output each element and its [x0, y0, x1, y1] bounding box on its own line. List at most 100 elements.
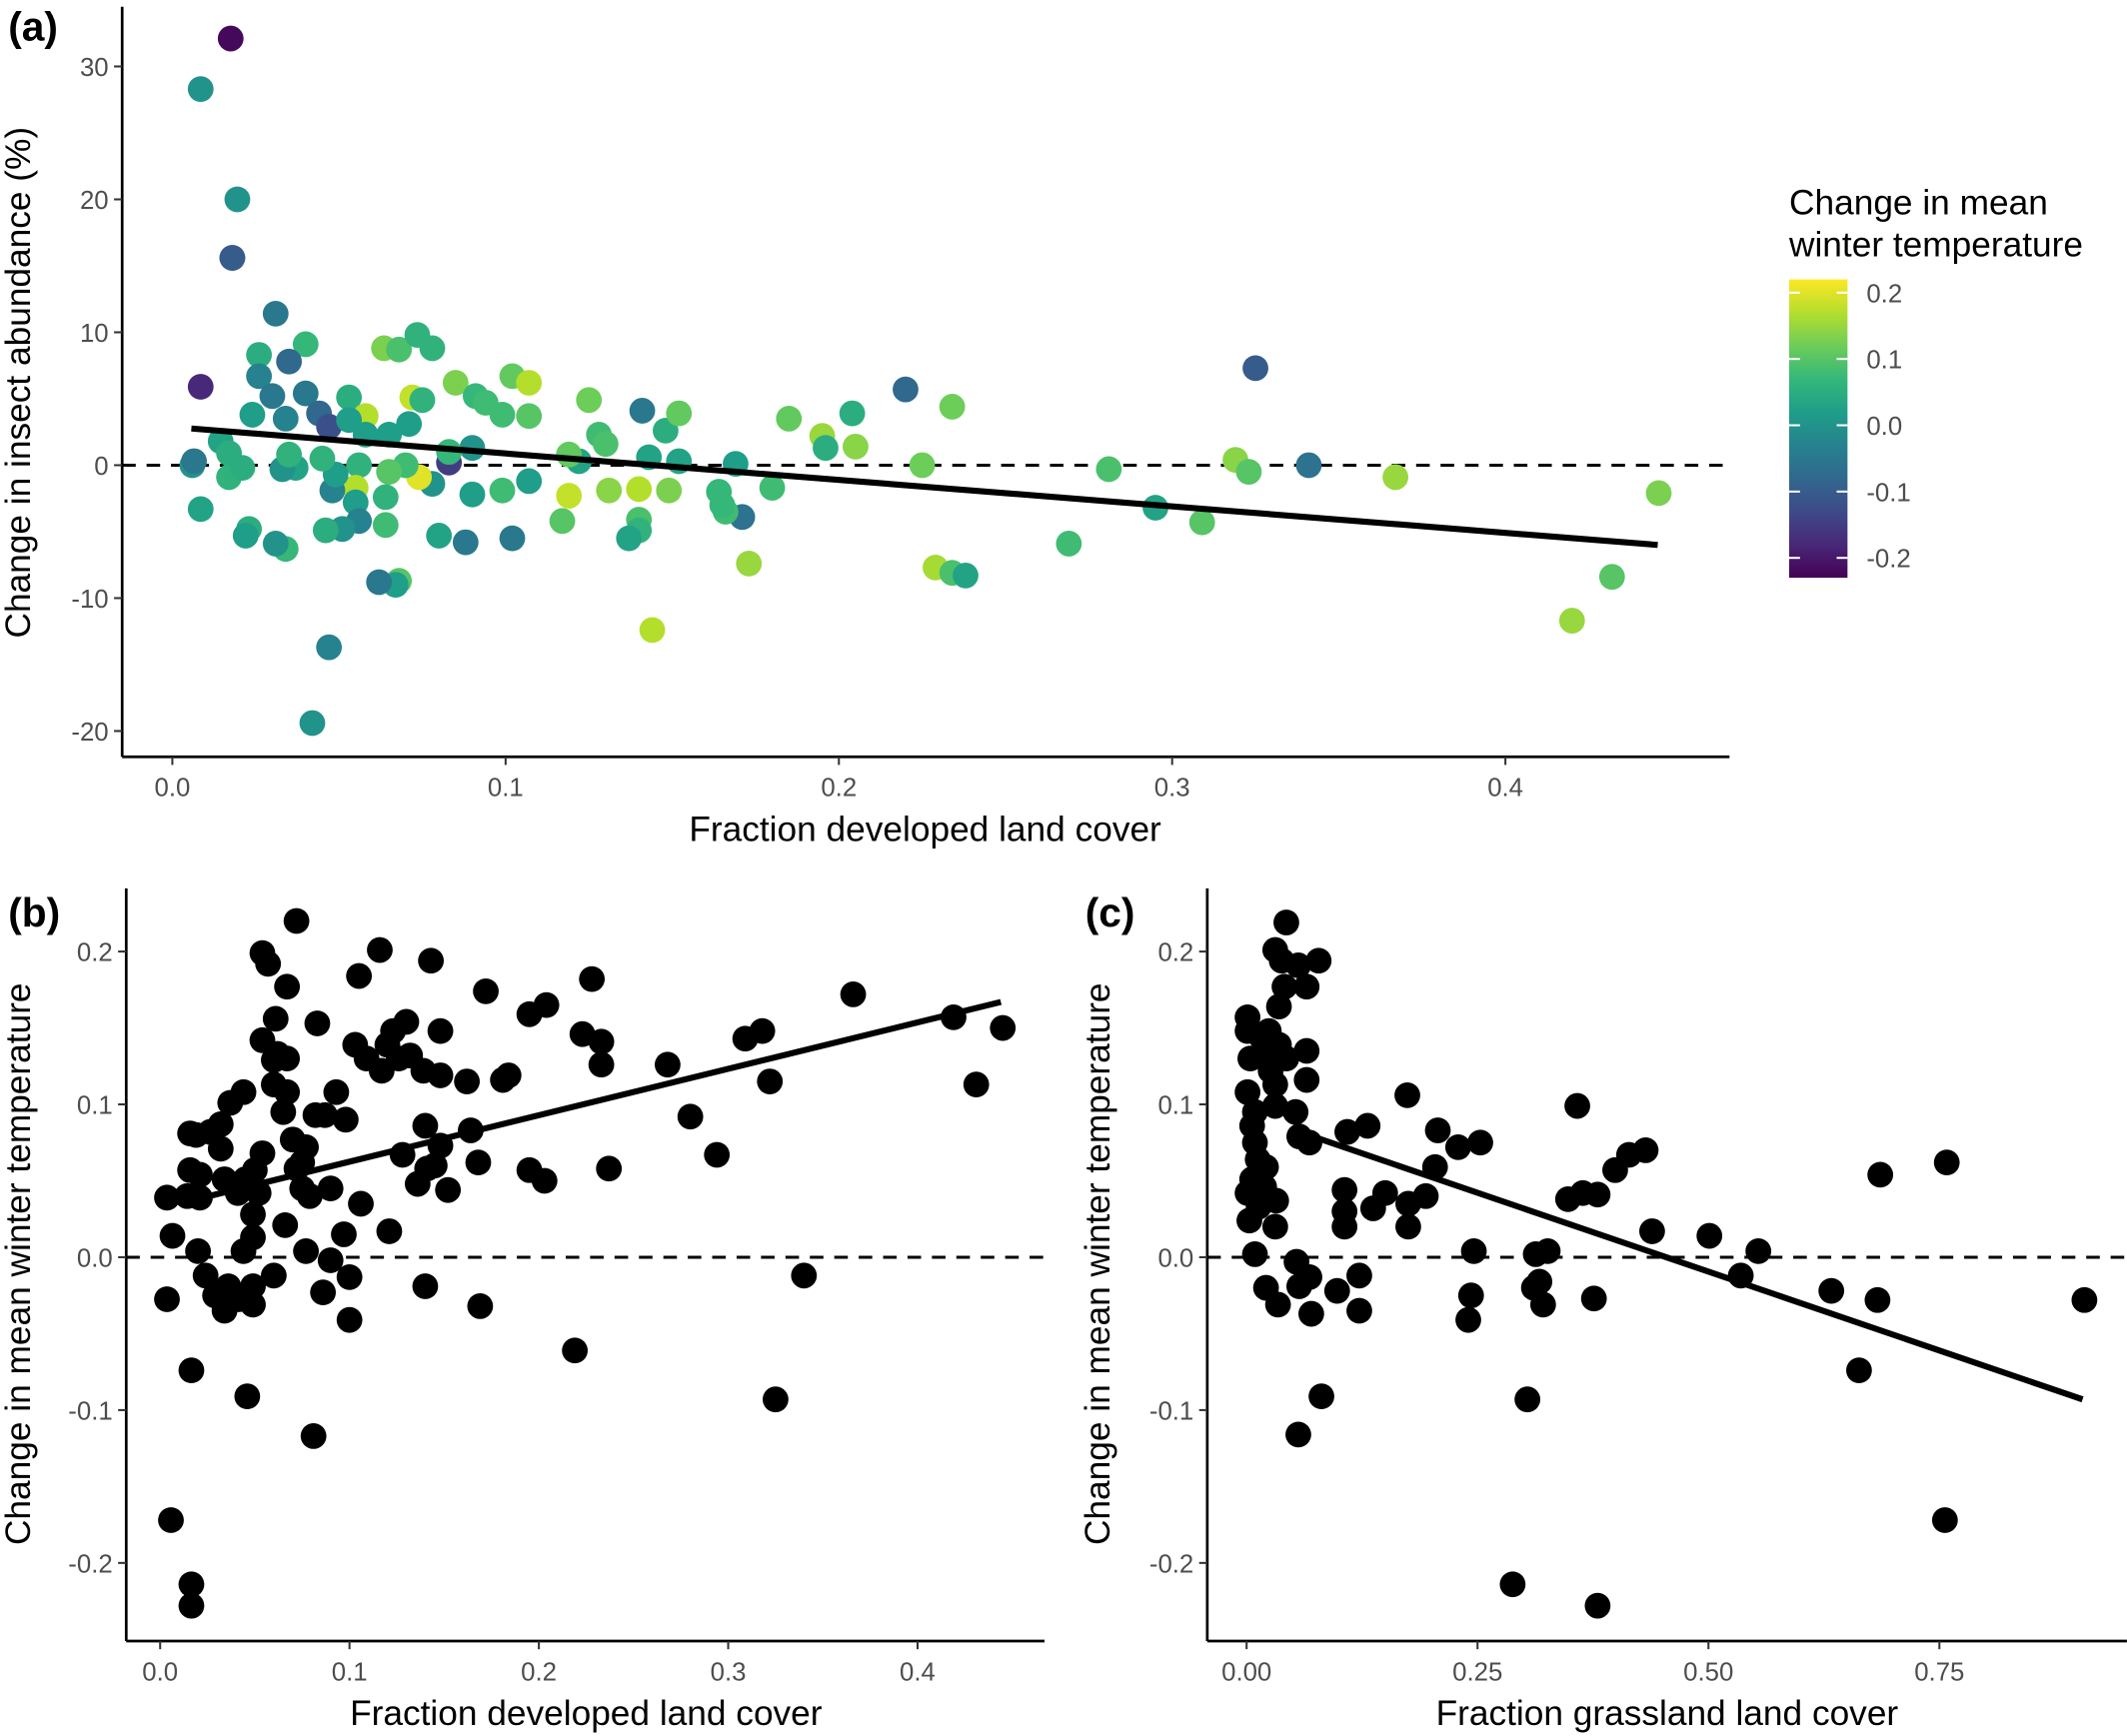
colorbar — [1789, 279, 1848, 579]
data-point — [310, 1279, 337, 1306]
panel-b-temperature-vs-developed: 0.0 0.1 0.2 0.3 0.4 0.2 0.1 0.0 -0.1 -0.2 Fraction… — [0, 887, 1046, 1733]
data-point — [1308, 1383, 1334, 1410]
data-point — [386, 336, 413, 363]
data-point — [757, 1068, 784, 1094]
data-point — [1514, 1386, 1541, 1413]
data-point — [1395, 1190, 1421, 1217]
data-point — [1293, 973, 1320, 1000]
data-point — [211, 1166, 238, 1192]
data-point — [1273, 909, 1299, 935]
data-point — [187, 76, 214, 102]
data-point — [1056, 531, 1082, 557]
y-tick-label: 0.0 — [77, 1244, 113, 1272]
data-point — [292, 380, 319, 407]
data-point — [1271, 973, 1297, 1000]
data-point — [187, 374, 214, 400]
data-point — [1234, 1003, 1261, 1030]
data-point — [1818, 1277, 1845, 1304]
colorbar-tick-label: 0.2 — [1866, 280, 1902, 308]
data-point — [207, 1135, 234, 1162]
data-point — [666, 400, 693, 427]
data-point — [452, 529, 479, 556]
data-point — [1645, 480, 1672, 507]
colorbar-tick-label: -0.1 — [1866, 479, 1910, 507]
data-point — [588, 1051, 615, 1078]
y-tick-label: 0.2 — [77, 939, 113, 967]
data-point — [629, 398, 656, 424]
y-tick-label: -0.2 — [1149, 1550, 1193, 1578]
data-point — [283, 907, 310, 934]
data-point — [187, 496, 214, 523]
data-point — [293, 1237, 319, 1264]
data-point — [1639, 1218, 1665, 1244]
data-point — [596, 477, 623, 504]
data-point — [549, 508, 576, 535]
data-point — [262, 531, 289, 557]
data-point — [963, 1071, 990, 1098]
data-point — [240, 1273, 266, 1299]
data-point — [562, 1337, 588, 1364]
data-point — [396, 411, 423, 438]
data-point — [454, 1068, 481, 1094]
data-point — [178, 1592, 205, 1619]
data-point — [1261, 1213, 1288, 1240]
data-point — [316, 414, 343, 440]
data-point — [1457, 1282, 1484, 1309]
data-point — [435, 1176, 462, 1203]
data-point — [1444, 1133, 1471, 1160]
data-point — [1554, 1185, 1581, 1212]
data-point — [293, 1133, 319, 1160]
data-point — [240, 1224, 266, 1250]
data-point — [255, 950, 282, 977]
data-point — [1696, 1222, 1723, 1249]
x-tick-label: 0.0 — [142, 1658, 178, 1686]
data-point — [317, 1175, 344, 1202]
data-point — [178, 1571, 205, 1598]
data-point — [704, 1141, 731, 1168]
y-tick-label: -0.1 — [1149, 1397, 1193, 1425]
data-point — [736, 550, 763, 577]
data-point — [839, 400, 866, 427]
data-point — [317, 1247, 344, 1273]
panel-c-temperature-vs-grassland: 0.00 0.25 0.50 0.75 0.2 0.1 0.0 -0.1 -0.2 Fractio… — [1078, 887, 2127, 1733]
data-point — [813, 435, 839, 462]
data-point — [312, 1101, 338, 1128]
regression-line — [189, 998, 1003, 1204]
data-point — [274, 1045, 301, 1072]
data-point — [1931, 1507, 1958, 1533]
data-point — [304, 1010, 331, 1036]
data-point — [1261, 1092, 1288, 1119]
data-point — [1846, 1357, 1872, 1384]
data-point — [588, 1028, 615, 1055]
data-point — [249, 1140, 276, 1166]
data-point — [240, 1201, 266, 1228]
data-point — [372, 484, 399, 511]
data-point — [709, 492, 736, 519]
data-point — [1265, 993, 1292, 1020]
regression-line — [191, 425, 1658, 549]
data-point — [1455, 1306, 1481, 1333]
data-point — [1323, 1277, 1350, 1304]
data-point — [309, 445, 336, 472]
data-point — [331, 1221, 357, 1247]
data-point — [1564, 1092, 1590, 1119]
data-point — [419, 335, 446, 362]
data-point — [230, 1078, 257, 1105]
data-point — [427, 1017, 454, 1044]
data-point — [556, 483, 583, 509]
data-point — [154, 1184, 180, 1211]
y-tick-label: -0.1 — [68, 1397, 112, 1425]
data-point — [367, 936, 393, 963]
x-tick-label: 0.00 — [1221, 1658, 1271, 1686]
data-point — [1584, 1592, 1611, 1619]
data-point — [1238, 1166, 1265, 1192]
data-point — [791, 1262, 818, 1289]
y-tick-label: 0 — [94, 453, 108, 481]
data-point — [292, 331, 319, 358]
data-point — [240, 1291, 266, 1318]
data-point — [616, 525, 643, 552]
y-tick-label: 20 — [80, 187, 109, 215]
data-point — [1234, 1078, 1261, 1105]
data-point — [154, 1286, 180, 1312]
data-point — [843, 433, 869, 460]
